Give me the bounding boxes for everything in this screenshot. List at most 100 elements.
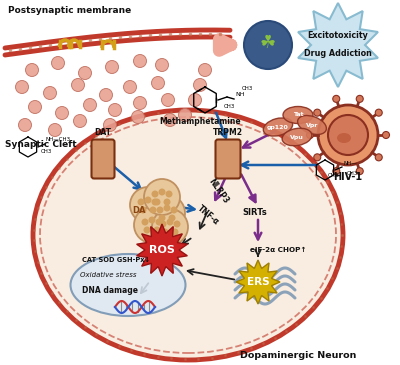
Circle shape [74, 115, 86, 127]
Circle shape [104, 119, 116, 131]
Circle shape [333, 95, 340, 102]
Circle shape [144, 196, 152, 204]
FancyBboxPatch shape [216, 139, 240, 178]
Text: Dopaminergic Neuron: Dopaminergic Neuron [240, 351, 356, 360]
Ellipse shape [70, 254, 186, 316]
Text: ERS: ERS [247, 277, 269, 287]
Text: CH3: CH3 [347, 171, 358, 176]
Circle shape [166, 219, 174, 226]
Text: Vpr: Vpr [306, 123, 318, 127]
Text: Tat: Tat [293, 112, 303, 118]
Circle shape [84, 99, 96, 111]
Circle shape [134, 207, 170, 243]
Circle shape [306, 131, 314, 138]
Circle shape [314, 154, 321, 161]
Circle shape [56, 107, 68, 119]
Circle shape [314, 109, 321, 116]
Circle shape [148, 216, 156, 223]
Circle shape [138, 199, 144, 205]
Text: NH—CH3: NH—CH3 [46, 137, 71, 142]
Circle shape [162, 228, 168, 235]
Circle shape [156, 207, 164, 214]
Circle shape [72, 78, 84, 92]
Text: eIF-2α CHOP↑: eIF-2α CHOP↑ [250, 247, 306, 253]
Polygon shape [137, 224, 187, 276]
Polygon shape [298, 3, 378, 87]
Circle shape [48, 123, 62, 137]
Circle shape [356, 168, 363, 174]
Circle shape [28, 100, 42, 114]
Text: CAT SOD GSH-Px↓: CAT SOD GSH-Px↓ [82, 257, 150, 263]
Circle shape [375, 154, 382, 161]
Circle shape [375, 109, 382, 116]
Circle shape [194, 78, 206, 92]
Text: Vpu: Vpu [290, 134, 304, 139]
Text: DA: DA [132, 206, 146, 215]
Circle shape [166, 191, 172, 197]
Circle shape [134, 54, 146, 68]
Circle shape [156, 58, 168, 72]
Circle shape [152, 199, 158, 205]
Text: CH3: CH3 [224, 104, 235, 109]
Circle shape [333, 168, 340, 174]
Circle shape [164, 114, 176, 127]
Circle shape [26, 64, 38, 77]
Circle shape [130, 187, 166, 223]
Circle shape [328, 115, 368, 155]
Circle shape [132, 111, 144, 123]
Text: NH: NH [235, 92, 244, 97]
Circle shape [198, 64, 212, 77]
Circle shape [142, 219, 148, 226]
Circle shape [154, 227, 160, 234]
Circle shape [382, 131, 390, 138]
Circle shape [164, 199, 170, 205]
Circle shape [152, 77, 164, 89]
Circle shape [158, 188, 166, 196]
Ellipse shape [337, 133, 351, 143]
Text: TRPM2: TRPM2 [213, 128, 243, 137]
Circle shape [356, 95, 363, 102]
Text: gp120: gp120 [267, 124, 289, 130]
Circle shape [152, 209, 188, 245]
Circle shape [172, 228, 178, 235]
Text: Synaptic Cleft: Synaptic Cleft [5, 140, 77, 149]
Text: TNF-α: TNF-α [196, 204, 221, 227]
FancyBboxPatch shape [92, 139, 114, 178]
Text: ☘: ☘ [260, 34, 276, 52]
Ellipse shape [263, 118, 293, 136]
Circle shape [78, 66, 92, 80]
Text: ROS: ROS [149, 245, 175, 255]
Circle shape [149, 195, 185, 231]
Text: Methamphetamine: Methamphetamine [159, 117, 241, 126]
Ellipse shape [298, 115, 326, 134]
Circle shape [174, 220, 180, 227]
Circle shape [106, 61, 118, 73]
Text: CH3: CH3 [328, 173, 339, 178]
Circle shape [170, 207, 178, 214]
Circle shape [154, 199, 160, 205]
Circle shape [150, 207, 156, 214]
Circle shape [144, 227, 150, 234]
Circle shape [18, 119, 32, 131]
Text: CH3: CH3 [41, 149, 52, 154]
Text: Excitotoxicity: Excitotoxicity [308, 31, 368, 41]
Circle shape [144, 179, 180, 215]
Text: NH—: NH— [343, 161, 357, 166]
Text: Oxidative stress: Oxidative stress [80, 272, 136, 278]
Circle shape [160, 220, 166, 227]
Text: SIRTs: SIRTs [243, 208, 267, 217]
Text: Drug Addiction: Drug Addiction [304, 50, 372, 58]
Circle shape [124, 81, 136, 93]
Circle shape [134, 96, 146, 109]
Circle shape [318, 105, 378, 165]
Circle shape [168, 215, 176, 222]
Circle shape [52, 57, 64, 69]
Circle shape [162, 93, 174, 107]
Ellipse shape [282, 128, 312, 146]
Circle shape [156, 219, 162, 226]
Circle shape [188, 93, 202, 107]
Circle shape [158, 215, 166, 222]
Circle shape [108, 104, 122, 116]
Circle shape [100, 88, 112, 101]
Circle shape [140, 207, 146, 214]
